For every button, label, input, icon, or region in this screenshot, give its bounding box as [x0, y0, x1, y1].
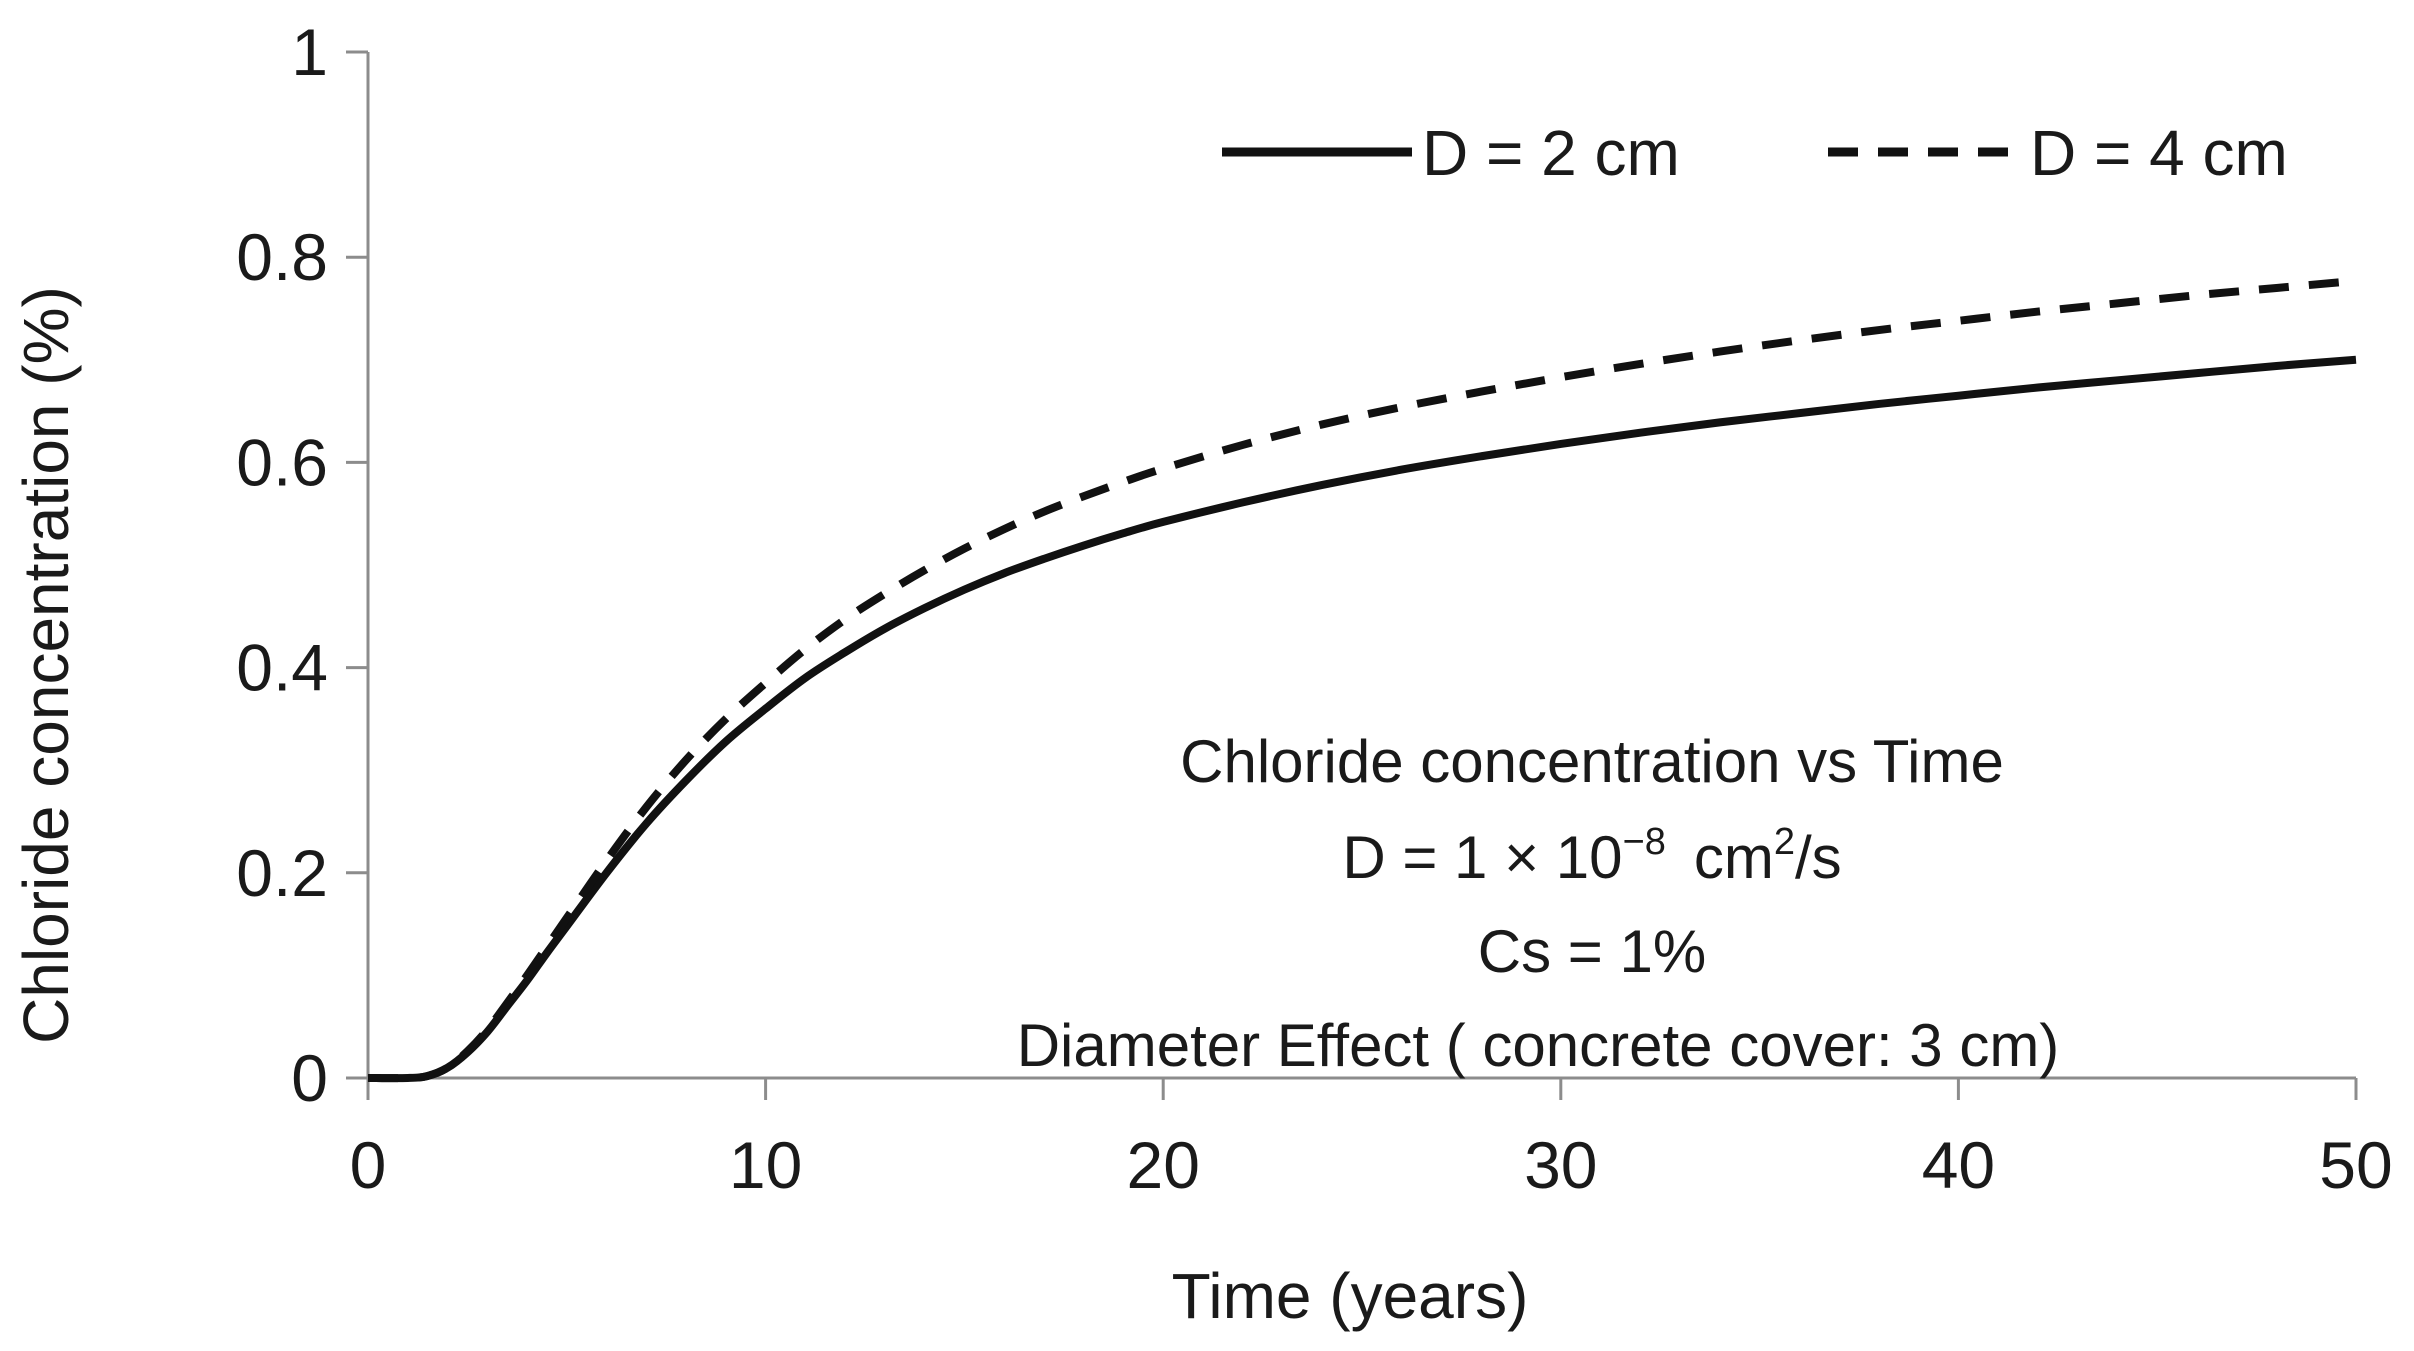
y-tick-label: 0.8: [236, 220, 328, 294]
labels: 00.20.40.60.810 10 20 30 40 50: [236, 15, 2392, 1202]
y-tick-label: 0.2: [236, 836, 328, 910]
axes: [346, 50, 2358, 1100]
annotation-line-2-unit: cm: [1694, 824, 1774, 891]
x-tick-label: 20: [1126, 1128, 1199, 1202]
y-axis-title: Chloride concentration (%): [10, 286, 82, 1044]
annotation: Chloride concentration vs Time D = 1 × 1…: [1017, 728, 2060, 1079]
x-tick-label: 50: [2319, 1128, 2392, 1202]
legend-label-d4: D = 4 cm: [2030, 117, 2288, 189]
annotation-line-2-suffix: /s: [1795, 824, 1842, 891]
annotation-line-2-unit-exponent: 2: [1774, 821, 1795, 863]
annotation-line-4: Diameter Effect ( concrete cover: 3 cm): [1017, 1012, 2060, 1079]
series-line-d-4-cm: [367, 276, 2357, 1083]
x-tick-label: 30: [1524, 1128, 1597, 1202]
y-tick-label: 1: [291, 15, 328, 89]
y-tick-label: 0: [291, 1041, 328, 1115]
y-tick-label: 0.4: [236, 631, 328, 705]
legend: D = 2 cm D = 4 cm: [1222, 117, 2288, 189]
series-line-d-2-cm: [367, 355, 2357, 1083]
annotation-line-2-exponent: −8: [1623, 821, 1666, 863]
annotation-line-2: D = 1 × 10−8 cm2/s: [1342, 821, 1841, 891]
annotation-line-1: Chloride concentration vs Time: [1180, 728, 2004, 795]
series-layer: [367, 276, 2357, 1083]
x-tick-label: 0: [350, 1128, 387, 1202]
annotation-line-3: Cs = 1%: [1478, 918, 1706, 985]
x-tick-label: 40: [1922, 1128, 1995, 1202]
x-axis-title: Time (years): [1172, 1260, 1529, 1332]
x-tick-label: 10: [729, 1128, 802, 1202]
y-tick-label: 0.6: [236, 425, 328, 499]
legend-label-d2: D = 2 cm: [1422, 117, 1680, 189]
annotation-line-2-prefix: D = 1 × 10: [1342, 824, 1622, 891]
